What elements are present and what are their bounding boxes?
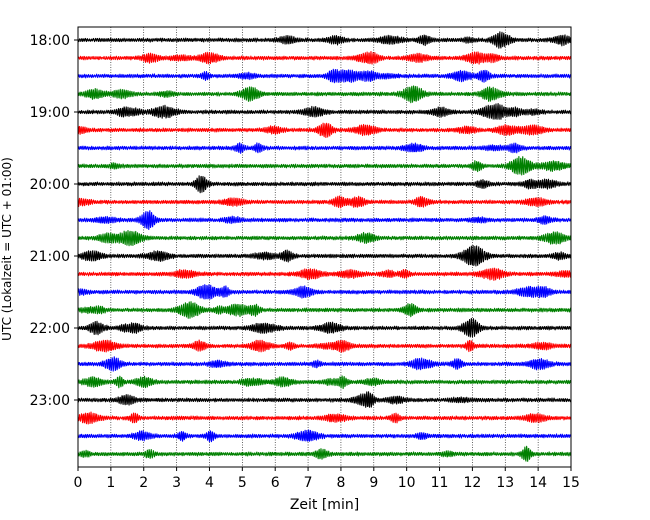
x-tick-label: 12	[463, 475, 481, 491]
x-tick-label: 4	[205, 475, 214, 491]
x-tick-label: 7	[304, 475, 313, 491]
trace-line	[77, 244, 572, 267]
trace-line	[77, 429, 572, 443]
trace-line	[77, 210, 572, 231]
plot-frame	[77, 26, 572, 468]
x-tick-label: 1	[106, 475, 115, 491]
x-tick-label: 9	[369, 475, 378, 491]
x-tick-label: 11	[431, 475, 449, 491]
trace-line	[77, 284, 572, 300]
trace-line	[77, 317, 572, 338]
trace-line	[77, 391, 572, 408]
x-tick-label: 2	[139, 475, 148, 491]
x-tick-label: 15	[562, 475, 580, 491]
trace-line	[77, 229, 572, 247]
x-axis: 0 1 2 3 4 5 6 7 8 9 10 11 12 13 14 15	[74, 467, 580, 491]
y-tick-label: 20:00	[30, 177, 70, 193]
x-tick-label: 10	[398, 475, 416, 491]
trace-line	[77, 339, 572, 353]
y-tick-label: 23:00	[30, 393, 70, 409]
x-tick-label: 14	[529, 475, 547, 491]
x-tick-label: 0	[74, 475, 83, 491]
x-tick-label: 3	[172, 475, 181, 491]
y-tick-label: 21:00	[30, 249, 70, 265]
trace-line	[77, 375, 572, 390]
trace-line	[77, 102, 572, 120]
traces	[77, 31, 572, 462]
trace-line	[77, 68, 572, 84]
trace-line	[77, 175, 572, 194]
y-axis: 18:00 19:00 20:00 21:00 22:00 23:00	[30, 33, 78, 409]
trace-line	[77, 156, 572, 176]
trace-line	[77, 195, 572, 209]
trace-line	[77, 356, 572, 372]
x-tick-label: 5	[238, 475, 247, 491]
trace-line	[77, 31, 572, 49]
y-tick-label: 19:00	[30, 105, 70, 121]
grid-lines	[110, 27, 539, 467]
y-tick-label: 22:00	[30, 321, 70, 337]
trace-line	[77, 445, 572, 462]
trace-line	[77, 142, 572, 154]
trace-line	[77, 51, 572, 65]
trace-line	[77, 85, 572, 104]
y-tick-label: 18:00	[30, 33, 70, 49]
x-axis-label: Zeit [min]	[290, 497, 359, 513]
trace-line	[77, 301, 572, 319]
trace-line	[77, 411, 572, 425]
trace-line	[77, 267, 572, 281]
x-tick-label: 13	[496, 475, 514, 491]
x-tick-label: 6	[271, 475, 280, 491]
trace-line	[77, 122, 572, 139]
y-axis-label: UTC (Lokalzeit = UTC + 01:00)	[0, 157, 14, 341]
x-tick-label: 8	[336, 475, 345, 491]
